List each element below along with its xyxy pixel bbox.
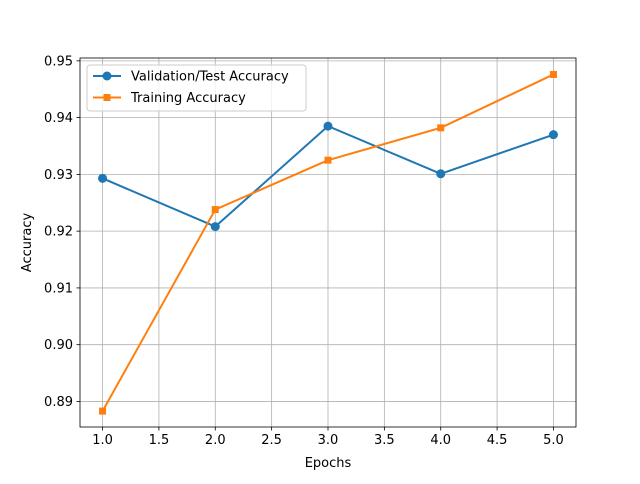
- x-tick-label: 2.0: [205, 433, 226, 448]
- y-tick-label: 0.89: [44, 395, 73, 410]
- data-point: [437, 124, 445, 132]
- x-tick-label: 1.5: [149, 433, 170, 448]
- x-axis-label: Epochs: [305, 456, 352, 471]
- data-point: [211, 206, 219, 214]
- grid-lines: [80, 58, 576, 427]
- axis-ticks: 1.0 1.5 2.0 2.5 3.0 3.5 4.0 4.5 5.0 0.89 0.90 0.91 0…: [44, 54, 564, 448]
- data-series: [98, 70, 558, 415]
- x-tick-label: 3.5: [374, 433, 395, 448]
- legend-box: [86, 64, 307, 112]
- data-point: [324, 156, 332, 164]
- y-tick-label: 0.94: [44, 111, 73, 126]
- legend-label: Training Accuracy: [130, 91, 246, 106]
- legend-marker: [102, 71, 112, 81]
- y-tick-label: 0.90: [44, 338, 73, 353]
- y-tick-label: 0.95: [44, 54, 73, 69]
- y-tick-label: 0.93: [44, 168, 73, 183]
- data-point: [436, 169, 446, 179]
- legend-item: Training Accuracy: [93, 91, 246, 106]
- x-tick-label: 5.0: [543, 433, 564, 448]
- legend-item: Validation/Test Accuracy: [93, 70, 289, 85]
- data-point: [99, 407, 107, 415]
- x-tick-label: 4.5: [487, 433, 508, 448]
- series-training-accuracy: [99, 70, 557, 415]
- x-tick-label: 4.0: [430, 433, 451, 448]
- x-tick-label: 3.0: [318, 433, 339, 448]
- data-point: [98, 173, 108, 183]
- series-validation-test-accuracy: [98, 121, 558, 232]
- data-point: [549, 70, 557, 78]
- data-point: [548, 130, 558, 140]
- y-axis-label: Accuracy: [20, 213, 35, 273]
- y-tick-label: 0.91: [44, 281, 73, 296]
- legend-marker: [103, 94, 111, 101]
- y-tick-label: 0.92: [44, 225, 73, 240]
- legend-label: Validation/Test Accuracy: [131, 70, 289, 85]
- data-point: [323, 121, 333, 131]
- legend: Validation/Test Accuracy Training Accurac…: [86, 64, 307, 112]
- data-point: [210, 222, 220, 232]
- x-tick-label: 1.0: [92, 433, 113, 448]
- x-tick-label: 2.5: [261, 433, 282, 448]
